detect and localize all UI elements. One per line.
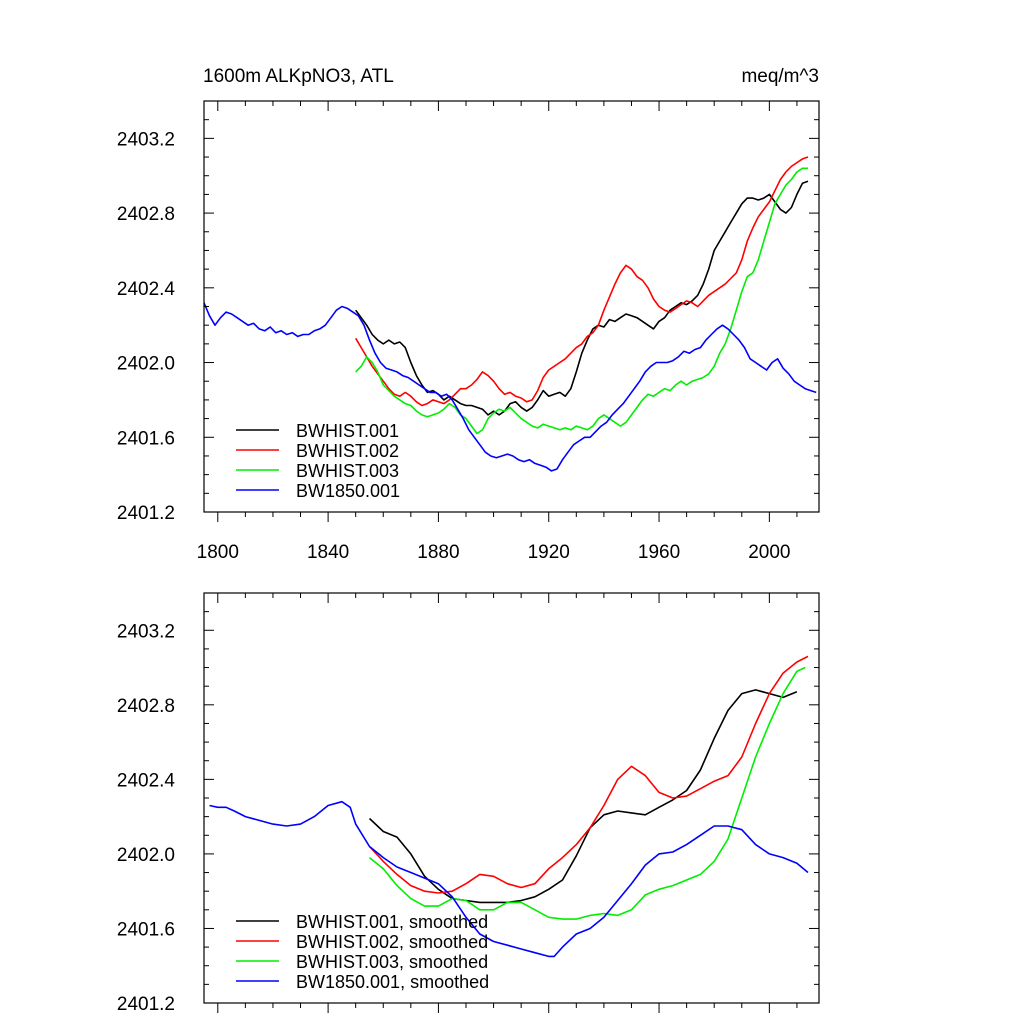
y-tick-label: 2401.6 — [117, 919, 175, 940]
legend-label-0: BWHIST.001, smoothed — [296, 912, 488, 932]
bottom-panel: 2401.2 2401.6 2402.0 2402.4 2402.8 2403.2 BWHI… — [117, 592, 820, 1015]
legend-label-1: BWHIST.002 — [296, 441, 399, 461]
y-tick-label: 2402.0 — [117, 845, 175, 866]
legend-label-2: BWHIST.003, smoothed — [296, 952, 488, 972]
y-tick-label: 2403.2 — [117, 129, 175, 150]
x-tick-label: 1840 — [307, 542, 349, 563]
legend-label-2: BWHIST.003 — [296, 461, 399, 481]
legend-label-0: BWHIST.001 — [296, 421, 399, 441]
y-tick-label: 2401.6 — [117, 428, 175, 449]
y-tick-label: 2402.4 — [117, 279, 176, 300]
series-line-3 — [209, 800, 809, 958]
x-tick-label: 1960 — [638, 542, 680, 563]
legend-label-1: BWHIST.002, smoothed — [296, 932, 488, 952]
series-line-1 — [368, 655, 809, 894]
panel1-units: meq/m^3 — [741, 66, 819, 87]
y-tick-label: 2402.8 — [117, 204, 175, 225]
series-line-1 — [355, 156, 809, 407]
series-line-0 — [368, 689, 798, 904]
x-tick-label: 2000 — [748, 542, 790, 563]
y-tick-label: 2403.2 — [117, 621, 175, 642]
series-line-3 — [203, 302, 817, 472]
x-tick-label: 1880 — [417, 542, 459, 563]
y-tick-label: 2402.8 — [117, 696, 175, 717]
y-tick-label: 2402.0 — [117, 354, 175, 375]
series-line-2 — [355, 167, 808, 435]
y-tick-label: 2402.4 — [117, 770, 176, 791]
series-line-2 — [368, 666, 806, 920]
y-tick-label: 2401.2 — [117, 503, 175, 524]
x-tick-label: 1920 — [528, 542, 570, 563]
top-panel: 2401.2 2401.6 2402.0 2402.4 2402.8 2403.2 1800… — [117, 100, 820, 563]
x-tick-label: 1800 — [197, 542, 239, 563]
legend-label-3: BW1850.001, smoothed — [296, 972, 489, 992]
panel1-title: 1600m ALKpNO3, ATL — [203, 66, 394, 87]
legend-label-3: BW1850.001 — [296, 481, 400, 501]
y-tick-label: 2401.2 — [117, 994, 175, 1015]
series-line-0 — [355, 180, 809, 416]
